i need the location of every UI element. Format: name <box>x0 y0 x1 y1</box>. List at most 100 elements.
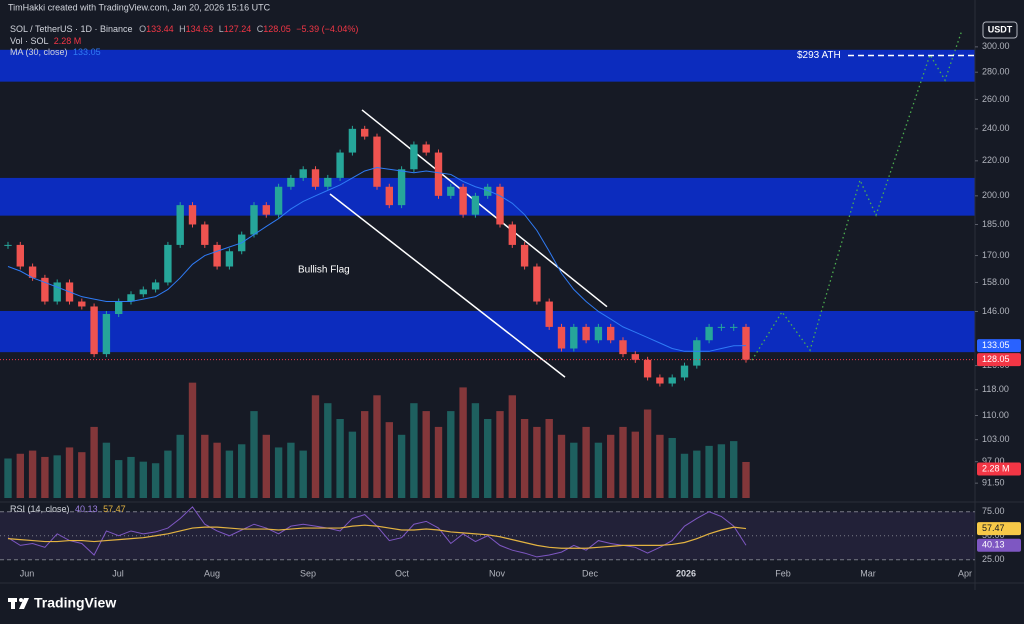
candle <box>557 326 566 349</box>
rsi-tick-label: 25.00 <box>982 554 1005 564</box>
candle <box>299 169 307 178</box>
x-tick-label: Nov <box>489 568 506 578</box>
currency[interactable]: USDT <box>988 24 1013 34</box>
candle <box>680 365 689 378</box>
candle <box>717 326 726 328</box>
candle <box>508 224 516 245</box>
volume-bar <box>557 434 566 498</box>
volume-bar <box>28 450 37 498</box>
y-tick-label: 200.00 <box>982 190 1010 200</box>
candle <box>459 186 467 215</box>
axis-badge-label: 40.13 <box>982 540 1005 550</box>
axis-badge <box>977 353 1021 367</box>
candle <box>373 136 381 187</box>
candle <box>262 205 270 215</box>
volume-bar <box>164 450 172 498</box>
rsi-ma-line <box>7 524 747 549</box>
x-tick-label: Apr <box>958 568 972 578</box>
ma-value: 133.05 <box>73 47 101 57</box>
volume-bar <box>533 426 541 498</box>
volume-bar <box>287 442 295 498</box>
volume-bar <box>422 411 430 498</box>
symbol-line: SOL / TetherUS · 1D · Binance O133.44 H1… <box>10 24 358 34</box>
logo-part <box>11 598 15 609</box>
y-tick-label: 220.00 <box>982 155 1010 165</box>
y-tick-label: 97.00 <box>982 456 1005 466</box>
volume-bar <box>656 434 664 498</box>
volume-bar <box>619 426 627 498</box>
candle <box>447 186 455 196</box>
y-tick-label: 240.00 <box>982 123 1010 133</box>
candle <box>225 251 234 267</box>
logo-part <box>19 598 29 609</box>
candle <box>41 277 49 302</box>
candle <box>484 186 492 196</box>
axis-badge <box>977 538 1021 552</box>
axis-badge <box>977 462 1021 476</box>
annotation: Bullish Flag <box>298 265 350 276</box>
y-tick-label: 103.00 <box>982 434 1010 444</box>
volume-bar <box>299 450 307 498</box>
volume-bar <box>582 426 590 498</box>
candle <box>176 205 184 245</box>
currency-button[interactable] <box>982 21 1018 39</box>
volume-bar <box>102 442 111 498</box>
volume-bar <box>250 411 258 498</box>
channel-line <box>329 193 566 378</box>
candle <box>151 282 160 290</box>
ohlc-value: 134.63 <box>186 24 214 34</box>
ohlc-key: O <box>139 24 146 34</box>
credit: TimHakki created with TradingView.com, J… <box>8 2 271 12</box>
volume-bar <box>274 447 283 498</box>
x-tick-label: Sep <box>300 568 316 578</box>
x-tick-label: 2026 <box>676 568 696 578</box>
volume-bar <box>115 460 123 498</box>
candle <box>656 377 664 384</box>
volume-bar <box>4 458 12 498</box>
rsi-value: 40.13 <box>75 504 98 514</box>
ohlc-key: H <box>179 24 186 34</box>
volume-bar <box>397 434 406 498</box>
rsi-tick-label: 75.00 <box>982 506 1005 516</box>
candle <box>471 195 480 215</box>
volume-bar <box>90 426 98 498</box>
volume-bar <box>570 442 578 498</box>
candle <box>422 144 430 153</box>
candle <box>582 326 590 341</box>
volume-bar <box>545 419 553 498</box>
candle <box>643 359 652 378</box>
candle <box>53 282 61 302</box>
volume-bar <box>742 461 750 498</box>
rsi-line: RSI (14, close) 40.13 57.47 <box>10 504 126 514</box>
candle <box>607 326 615 341</box>
axis-badge-label: 133.05 <box>982 340 1010 350</box>
candle <box>705 326 713 341</box>
candle <box>693 340 701 366</box>
ma-label: MA (30, close) <box>10 47 68 57</box>
candle <box>164 244 172 283</box>
volume-bar <box>447 411 455 498</box>
volume-bar <box>496 411 504 498</box>
volume-bar <box>16 453 24 498</box>
candle <box>545 301 553 327</box>
volume-bar <box>434 426 443 498</box>
x-tick-label: Dec <box>582 568 599 578</box>
candle <box>348 128 357 153</box>
volume-value: 2.28 M <box>54 36 82 46</box>
ma-line <box>7 167 747 352</box>
volume-bar <box>65 447 74 498</box>
candle <box>594 326 603 341</box>
candle <box>631 354 639 360</box>
zone <box>0 49 975 82</box>
candle <box>90 306 98 355</box>
volume-bar <box>348 431 357 498</box>
volume-label: Vol · SOL <box>10 36 49 46</box>
logo-part <box>19 598 23 602</box>
candle <box>201 224 209 245</box>
change: −5.39 (−4.04%) <box>296 24 358 34</box>
channel-line <box>361 109 608 308</box>
candle <box>410 144 418 170</box>
axis-badge <box>977 522 1021 536</box>
candle <box>127 294 135 302</box>
